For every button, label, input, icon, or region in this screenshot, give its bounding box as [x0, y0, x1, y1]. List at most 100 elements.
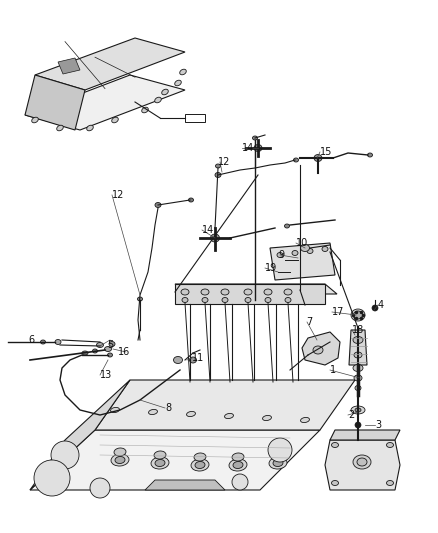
Ellipse shape	[222, 297, 228, 303]
Ellipse shape	[353, 336, 363, 343]
Text: 6: 6	[28, 335, 34, 345]
Polygon shape	[270, 243, 335, 280]
Ellipse shape	[367, 153, 372, 157]
Ellipse shape	[272, 451, 284, 459]
Polygon shape	[349, 330, 367, 365]
Ellipse shape	[57, 125, 63, 131]
Text: 19: 19	[265, 263, 277, 273]
Ellipse shape	[314, 155, 322, 161]
Ellipse shape	[273, 459, 283, 466]
Circle shape	[268, 438, 292, 462]
Ellipse shape	[353, 455, 371, 469]
Polygon shape	[95, 380, 355, 430]
Ellipse shape	[225, 414, 233, 418]
Circle shape	[355, 422, 361, 428]
Ellipse shape	[107, 353, 113, 357]
Ellipse shape	[292, 251, 298, 255]
Ellipse shape	[265, 297, 271, 303]
Circle shape	[34, 460, 70, 496]
Ellipse shape	[82, 351, 88, 355]
Ellipse shape	[215, 173, 221, 177]
Polygon shape	[325, 440, 400, 490]
Text: 2: 2	[348, 410, 354, 420]
Ellipse shape	[386, 442, 393, 448]
Ellipse shape	[211, 234, 219, 242]
Ellipse shape	[92, 349, 98, 353]
Ellipse shape	[105, 346, 112, 351]
Ellipse shape	[354, 375, 362, 381]
Ellipse shape	[332, 442, 339, 448]
Polygon shape	[30, 430, 320, 490]
Circle shape	[232, 474, 248, 490]
Ellipse shape	[142, 107, 148, 113]
Text: 15: 15	[320, 147, 332, 157]
Ellipse shape	[155, 459, 165, 466]
Polygon shape	[185, 114, 205, 122]
Ellipse shape	[180, 69, 186, 75]
Ellipse shape	[355, 408, 361, 412]
Text: 9: 9	[278, 250, 284, 260]
Polygon shape	[30, 380, 130, 490]
Ellipse shape	[357, 458, 367, 466]
Polygon shape	[330, 430, 400, 440]
Ellipse shape	[322, 246, 328, 252]
Ellipse shape	[229, 459, 247, 471]
Text: 14: 14	[242, 143, 254, 153]
Text: 17: 17	[332, 307, 344, 317]
Ellipse shape	[112, 117, 118, 123]
Ellipse shape	[215, 164, 220, 168]
Ellipse shape	[155, 203, 161, 207]
Ellipse shape	[262, 415, 272, 421]
Polygon shape	[35, 38, 185, 90]
Ellipse shape	[355, 385, 361, 391]
Ellipse shape	[245, 297, 251, 303]
Ellipse shape	[386, 481, 393, 486]
Text: 11: 11	[192, 353, 204, 363]
Ellipse shape	[332, 481, 339, 486]
Polygon shape	[175, 284, 337, 294]
Ellipse shape	[162, 89, 168, 95]
Ellipse shape	[244, 289, 252, 295]
Ellipse shape	[285, 224, 290, 228]
Ellipse shape	[293, 158, 299, 162]
Ellipse shape	[182, 297, 188, 303]
Ellipse shape	[188, 198, 194, 202]
Ellipse shape	[353, 311, 363, 319]
Ellipse shape	[154, 451, 166, 459]
Ellipse shape	[307, 248, 313, 254]
Ellipse shape	[284, 289, 292, 295]
Ellipse shape	[300, 417, 310, 423]
Ellipse shape	[87, 125, 93, 131]
Ellipse shape	[155, 97, 161, 103]
Ellipse shape	[110, 407, 120, 413]
Ellipse shape	[32, 117, 38, 123]
Ellipse shape	[187, 411, 195, 417]
Text: 7: 7	[306, 317, 312, 327]
Text: 1: 1	[330, 365, 336, 375]
Ellipse shape	[138, 297, 142, 301]
Polygon shape	[302, 332, 340, 365]
Ellipse shape	[353, 365, 363, 372]
Circle shape	[372, 305, 378, 311]
Ellipse shape	[115, 456, 125, 464]
Ellipse shape	[173, 357, 183, 364]
Ellipse shape	[40, 340, 46, 344]
Ellipse shape	[252, 136, 258, 140]
Ellipse shape	[194, 453, 206, 461]
Text: 18: 18	[352, 325, 364, 335]
Ellipse shape	[96, 343, 103, 348]
Ellipse shape	[313, 346, 323, 354]
Ellipse shape	[351, 406, 365, 414]
Ellipse shape	[269, 457, 287, 469]
Ellipse shape	[351, 309, 365, 321]
Text: 13: 13	[100, 370, 112, 380]
Ellipse shape	[191, 459, 209, 471]
Ellipse shape	[300, 245, 310, 252]
Circle shape	[90, 478, 110, 498]
Text: 10: 10	[296, 238, 308, 248]
Text: 14: 14	[202, 225, 214, 235]
Ellipse shape	[232, 453, 244, 461]
Circle shape	[51, 441, 79, 469]
Ellipse shape	[277, 253, 283, 257]
Ellipse shape	[233, 462, 243, 469]
